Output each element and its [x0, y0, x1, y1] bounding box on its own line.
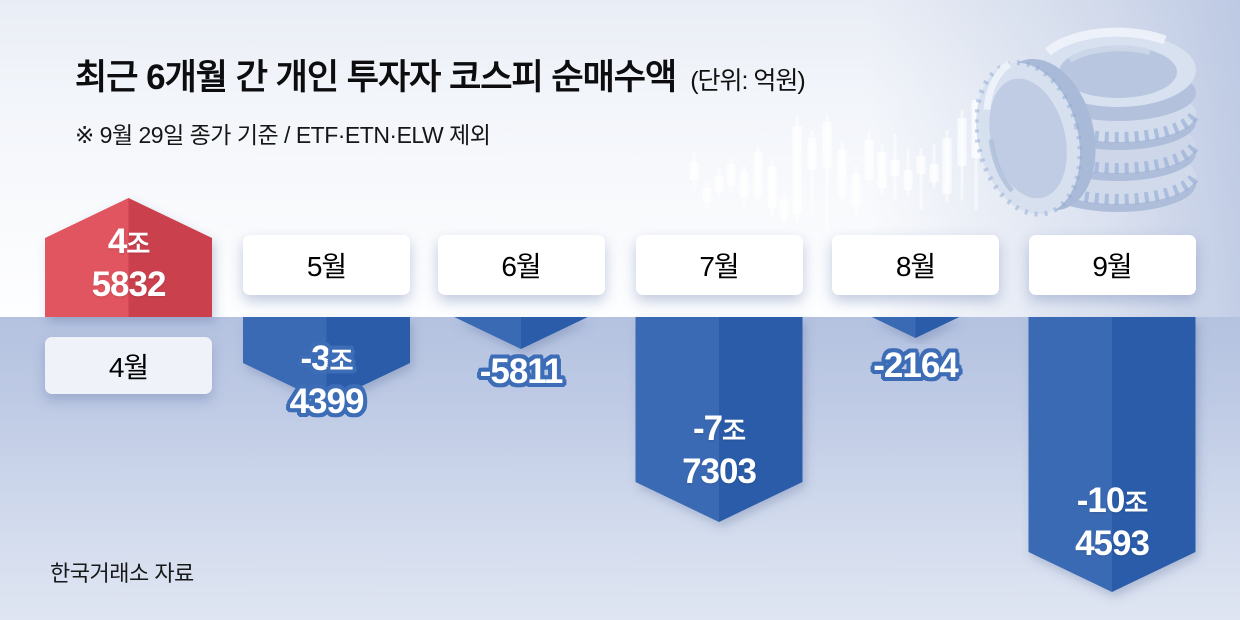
month-label-4월: 4월 — [45, 337, 212, 394]
arrow-9월 — [1028, 317, 1196, 592]
value-label-9월: -10조 4593 — [1075, 481, 1150, 563]
value-label-6월: -5811 — [479, 352, 564, 391]
source-label: 한국거래소 자료 — [50, 561, 194, 586]
value-label-7월: -7조 7303 — [682, 409, 757, 491]
arrow-6월 — [454, 317, 588, 349]
month-label-6월: 6월 — [437, 235, 605, 295]
value-label-4월: 4조 5832 — [91, 222, 167, 304]
coins-illustration — [975, 27, 1201, 217]
subtitle-note: ※ 9월 29일 종가 기준 / ETF·ETN·ELW 제외 — [75, 122, 491, 148]
month-label-8월: 8월 — [832, 235, 999, 295]
candlestick-chart-decoration — [689, 100, 981, 230]
value-label-5월: -3조 4399 — [289, 339, 365, 421]
unit-note: (단위: 억원) — [690, 67, 806, 95]
page-title: 최근 6개월 간 개인 투자자 코스피 순매수액 — [75, 58, 677, 97]
arrow-7월 — [635, 317, 803, 522]
leaning-coin — [975, 58, 1096, 217]
value-label-8월: -2164 — [873, 346, 959, 385]
month-label-7월: 7월 — [635, 235, 803, 295]
arrow-8월 — [871, 317, 960, 338]
header: 최근 6개월 간 개인 투자자 코스피 순매수액 (단위: 억원) ※ 9월 2… — [75, 56, 806, 150]
month-label-5월: 5월 — [243, 235, 410, 295]
arrow-5월 — [243, 317, 410, 403]
arrow-4월 — [45, 198, 212, 317]
month-label-9월: 9월 — [1028, 235, 1196, 295]
